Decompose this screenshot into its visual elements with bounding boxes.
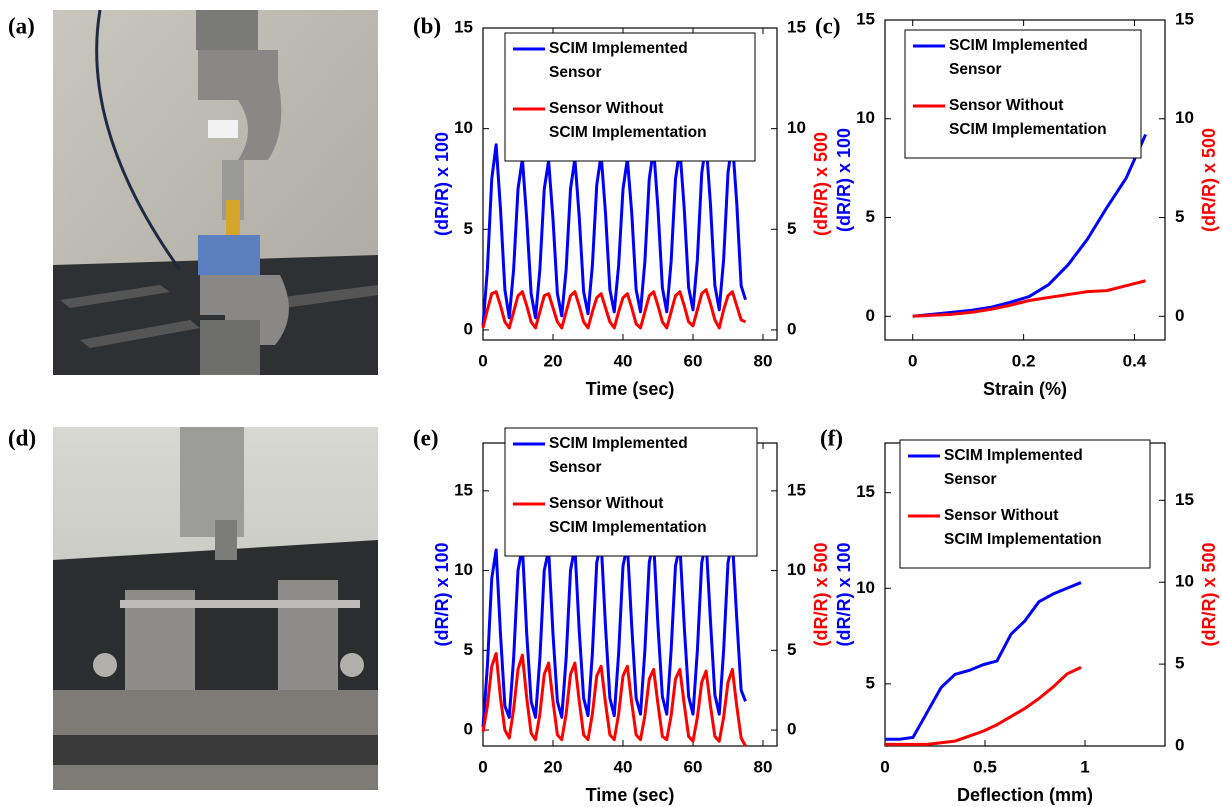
legend-label: SCIM Implemented Sensor (949, 37, 1088, 78)
y-axis-label: (dR/R) x 100 (432, 542, 452, 646)
y-tick-label: 10 (856, 578, 875, 597)
y-tick-label: 0 (464, 319, 473, 338)
y-tick-label: 10 (454, 118, 473, 137)
x-axis-label: Time (sec) (586, 785, 675, 805)
y-axis-label: (dR/R) x 100 (432, 132, 452, 236)
legend-box (904, 29, 1142, 159)
legend-label: Sensor Without SCIM Implementation (944, 507, 1102, 548)
legend-entry: Sensor Without SCIM Implementation (549, 495, 707, 536)
legend-entry: SCIM Implemented Sensor (549, 435, 688, 476)
x-tick-label: 20 (544, 351, 563, 370)
y2-axis-label: (dR/R) x 500 (1199, 542, 1219, 646)
plot-area (884, 19, 1166, 341)
y2-tick-label: 10 (787, 118, 806, 137)
y-axis-label: (dR/R) x 100 (834, 542, 854, 646)
y-tick-label: 0 (866, 306, 875, 325)
y-tick-label: 5 (866, 207, 875, 226)
data-line (481, 538, 747, 727)
panel-label: (b) (413, 13, 441, 38)
x-tick-label: 60 (684, 351, 703, 370)
y2-tick-label: 0 (1175, 735, 1184, 754)
y2-axis-label: (dR/R) x 500 (811, 132, 831, 236)
x-tick-label: 0 (908, 351, 917, 370)
x-tick-label: 0.4 (1123, 351, 1147, 370)
x-tick-label: 40 (614, 351, 633, 370)
data-line (885, 666, 1082, 746)
legend-label: Sensor Without SCIM Implementation (549, 495, 707, 536)
x-tick-label: 40 (614, 757, 633, 776)
y-tick-label: 15 (454, 17, 473, 36)
data-line (912, 279, 1146, 318)
y-axis-label: (dR/R) x 100 (834, 128, 854, 232)
y2-tick-label: 10 (1175, 108, 1194, 127)
y2-tick-label: 0 (1175, 306, 1184, 325)
y-tick-label: 0 (464, 720, 473, 739)
y-tick-label: 15 (856, 9, 875, 28)
x-tick-label: 60 (684, 757, 703, 776)
legend-label: Sensor Without SCIM Implementation (549, 100, 707, 141)
data-line (912, 133, 1147, 318)
legend-box (899, 439, 1151, 569)
data-line (481, 288, 747, 330)
y2-tick-label: 5 (787, 640, 796, 659)
x-tick-label: 20 (544, 757, 563, 776)
legend-entry: Sensor Without SCIM Implementation (549, 100, 707, 141)
x-tick-label: 0.5 (973, 757, 997, 776)
photo-bending-test (53, 427, 378, 790)
y2-tick-label: 5 (1175, 654, 1184, 673)
y2-tick-label: 0 (787, 720, 796, 739)
panel-label: (f) (820, 425, 843, 450)
legend-entry: Sensor Without SCIM Implementation (944, 507, 1102, 548)
panel-label: (c) (815, 13, 841, 38)
panel-label: (d) (8, 425, 36, 450)
y2-tick-label: 15 (787, 480, 806, 499)
y2-tick-label: 10 (1175, 572, 1194, 591)
x-axis-label: Deflection (mm) (957, 785, 1093, 805)
data-line (885, 581, 1082, 741)
plot-area (482, 27, 778, 341)
x-tick-label: 0 (880, 757, 889, 776)
legend-box (504, 427, 758, 557)
y2-tick-label: 5 (1175, 207, 1184, 226)
x-axis-label: Strain (%) (983, 379, 1067, 399)
y2-tick-label: 5 (787, 219, 796, 238)
y2-axis-label: (dR/R) x 500 (811, 542, 831, 646)
y-tick-label: 15 (856, 482, 875, 501)
y2-tick-label: 15 (1175, 490, 1194, 509)
y-tick-label: 5 (866, 673, 875, 692)
legend-label: Sensor Without SCIM Implementation (949, 97, 1107, 138)
y-tick-label: 15 (454, 480, 473, 499)
y2-axis-label: (dR/R) x 500 (1199, 128, 1219, 232)
x-tick-label: 80 (754, 757, 773, 776)
panel-label: (a) (8, 13, 35, 38)
y-tick-label: 5 (464, 219, 473, 238)
y-tick-label: 10 (454, 560, 473, 579)
y2-tick-label: 10 (787, 560, 806, 579)
x-tick-label: 0 (478, 757, 487, 776)
photo-tensile-test (53, 9, 378, 375)
y2-tick-label: 15 (787, 17, 806, 36)
legend-label: SCIM Implemented Sensor (944, 447, 1083, 488)
y2-tick-label: 0 (787, 319, 796, 338)
y-tick-label: 10 (856, 108, 875, 127)
legend-entry: SCIM Implemented Sensor (549, 40, 688, 81)
legend-entry: SCIM Implemented Sensor (944, 447, 1083, 488)
y-tick-label: 5 (464, 640, 473, 659)
panel-label: (e) (413, 425, 439, 450)
x-tick-label: 80 (754, 351, 773, 370)
legend-label: SCIM Implemented Sensor (549, 40, 688, 81)
legend-label: SCIM Implemented Sensor (549, 435, 688, 476)
data-line (481, 139, 747, 327)
y2-tick-label: 15 (1175, 9, 1194, 28)
x-tick-label: 0.2 (1012, 351, 1036, 370)
legend-entry: SCIM Implemented Sensor (949, 37, 1088, 78)
x-tick-label: 1 (1080, 757, 1089, 776)
x-axis-label: Time (sec) (586, 379, 675, 399)
legend-box (504, 32, 756, 162)
x-tick-label: 0 (478, 351, 487, 370)
legend-entry: Sensor Without SCIM Implementation (949, 97, 1107, 138)
data-line (481, 652, 747, 747)
